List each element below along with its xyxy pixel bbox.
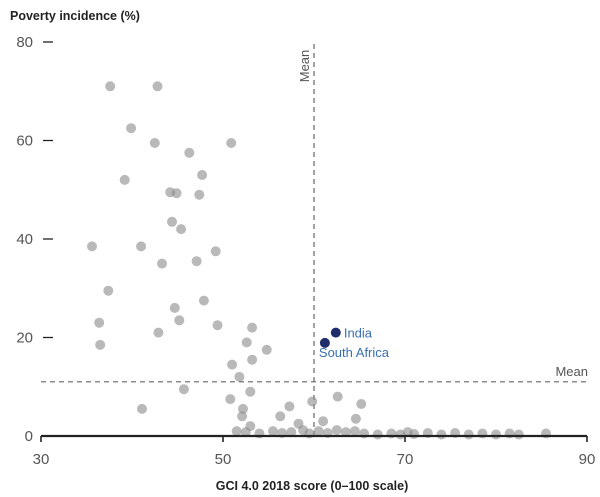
data-point bbox=[231, 426, 242, 437]
mean-y-label: Mean bbox=[555, 364, 588, 379]
data-point bbox=[241, 337, 252, 348]
x-axis-label: GCI 4.0 2018 score (0–100 scale) bbox=[216, 479, 409, 493]
y-tick-label: 20 bbox=[16, 330, 33, 347]
data-point bbox=[171, 188, 182, 199]
data-point bbox=[340, 427, 351, 438]
data-point bbox=[103, 285, 114, 296]
data-point bbox=[87, 241, 97, 252]
data-point bbox=[184, 147, 195, 158]
x-tick-label: 90 bbox=[579, 451, 596, 468]
data-point bbox=[247, 322, 258, 333]
data-point bbox=[463, 429, 474, 440]
data-point bbox=[210, 246, 221, 257]
data-point bbox=[261, 344, 272, 355]
highlight-point bbox=[330, 327, 341, 338]
data-point bbox=[313, 426, 324, 437]
data-point bbox=[286, 427, 297, 438]
data-point bbox=[332, 391, 343, 402]
tick-labels: 30 50 70 90 0 20 40 60 80 bbox=[16, 34, 595, 468]
data-point bbox=[234, 371, 245, 382]
data-point bbox=[349, 426, 360, 437]
data-point bbox=[137, 403, 147, 414]
data-point bbox=[436, 429, 447, 440]
data-point bbox=[372, 429, 383, 440]
data-point bbox=[105, 81, 116, 92]
data-point bbox=[94, 317, 105, 328]
data-point bbox=[197, 170, 208, 180]
data-point bbox=[126, 123, 137, 134]
data-point bbox=[227, 359, 238, 370]
data-point bbox=[307, 396, 318, 407]
data-point bbox=[149, 138, 160, 148]
data-point bbox=[178, 384, 189, 395]
data-point bbox=[153, 327, 164, 338]
data-point bbox=[356, 399, 367, 409]
data-point bbox=[95, 339, 106, 350]
data-point bbox=[238, 403, 248, 414]
data-point bbox=[491, 429, 501, 440]
highlighted-points: India South Africa bbox=[319, 326, 390, 360]
reference-lines: Mean Mean bbox=[41, 44, 589, 436]
chart-title: Poverty incidence (%) bbox=[10, 9, 140, 23]
data-point bbox=[198, 295, 209, 306]
data-point bbox=[212, 320, 223, 331]
data-point bbox=[247, 354, 258, 365]
x-tick-label: 70 bbox=[397, 451, 414, 468]
data-point bbox=[284, 401, 295, 412]
mean-x-label: Mean bbox=[297, 50, 312, 83]
data-point bbox=[157, 258, 167, 269]
data-point bbox=[331, 425, 342, 436]
y-tick-label: 60 bbox=[16, 133, 33, 150]
data-point bbox=[194, 189, 205, 200]
x-tick-label: 30 bbox=[33, 451, 50, 468]
y-tick-label: 0 bbox=[25, 428, 33, 445]
data-point bbox=[176, 224, 187, 235]
data-point bbox=[225, 394, 236, 405]
highlight-point bbox=[319, 337, 330, 348]
data-point bbox=[226, 138, 237, 148]
y-tick-label: 40 bbox=[16, 231, 33, 248]
data-point bbox=[240, 427, 251, 438]
data-point bbox=[409, 429, 420, 439]
data-point bbox=[191, 256, 202, 267]
x-tick-label: 50 bbox=[215, 451, 232, 468]
axes bbox=[40, 41, 588, 442]
data-point bbox=[275, 411, 286, 422]
data-point bbox=[169, 302, 180, 313]
data-point bbox=[318, 416, 329, 427]
data-point bbox=[245, 386, 256, 397]
data-point bbox=[174, 315, 185, 326]
data-point bbox=[268, 426, 278, 437]
y-tick-label: 80 bbox=[16, 34, 33, 51]
data-points bbox=[87, 81, 551, 440]
data-point bbox=[350, 413, 361, 424]
data-point bbox=[167, 216, 177, 227]
data-point bbox=[152, 81, 163, 92]
data-point bbox=[136, 241, 147, 252]
data-point bbox=[513, 429, 524, 440]
highlight-label: South Africa bbox=[319, 345, 390, 360]
data-point bbox=[237, 411, 248, 422]
highlight-label: India bbox=[344, 326, 373, 341]
data-point bbox=[119, 174, 130, 185]
